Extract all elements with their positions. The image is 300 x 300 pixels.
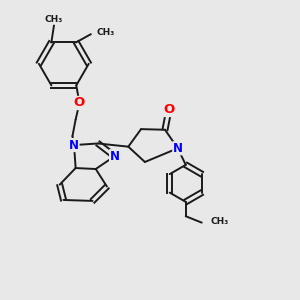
Text: CH₃: CH₃ [96, 28, 115, 37]
Text: CH₃: CH₃ [211, 218, 229, 226]
Text: N: N [110, 150, 120, 163]
Text: N: N [69, 139, 79, 152]
Text: N: N [173, 142, 183, 155]
Text: O: O [163, 103, 175, 116]
Text: O: O [74, 96, 85, 110]
Text: CH₃: CH₃ [45, 15, 63, 24]
